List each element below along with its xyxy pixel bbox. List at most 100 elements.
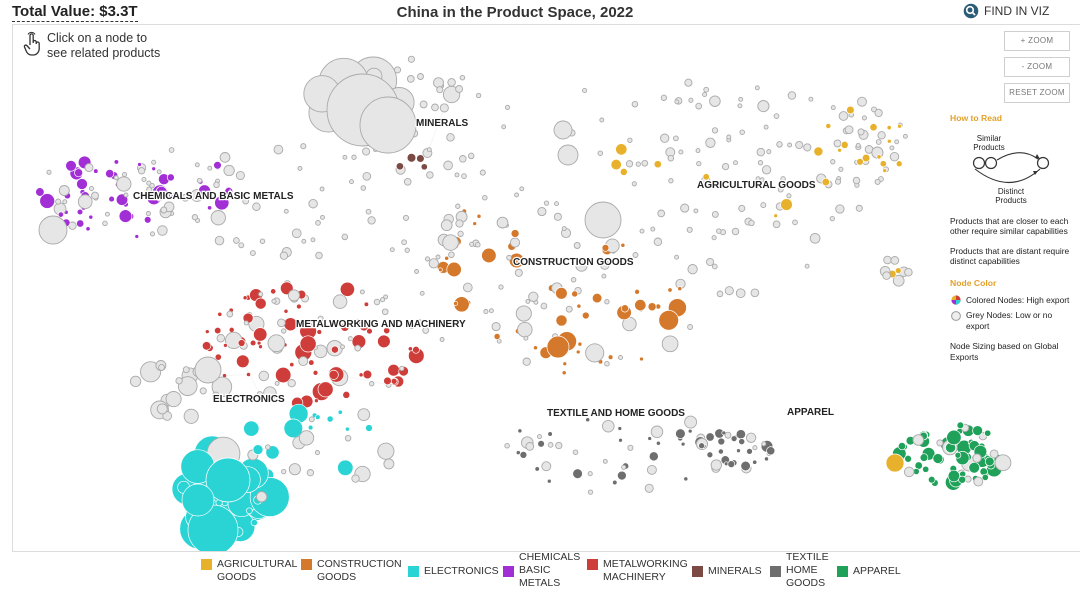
product-node[interactable] — [498, 284, 504, 290]
product-node[interactable] — [113, 175, 119, 181]
product-node[interactable] — [416, 154, 425, 163]
product-node[interactable] — [137, 162, 142, 167]
product-node[interactable] — [710, 459, 722, 471]
product-node[interactable] — [660, 133, 670, 143]
product-node[interactable] — [482, 194, 488, 201]
reset-zoom-button[interactable]: RESET ZOOM — [1004, 83, 1070, 103]
product-node[interactable] — [617, 470, 627, 481]
product-node[interactable] — [927, 475, 936, 484]
product-node[interactable] — [105, 169, 115, 179]
product-node[interactable] — [416, 318, 422, 325]
product-space-viz[interactable]: MINERALS CHEMICALS AND BASIC METALS AGRICU… — [12, 24, 1080, 552]
legend-item-textile[interactable]: TEXTILE HOME GOODS — [770, 551, 829, 590]
product-node[interactable] — [431, 103, 439, 112]
product-node[interactable] — [621, 464, 627, 470]
product-node[interactable] — [615, 143, 628, 156]
product-node[interactable] — [547, 431, 553, 437]
product-node[interactable] — [587, 471, 593, 477]
product-node[interactable] — [118, 209, 133, 223]
product-node[interactable] — [674, 99, 680, 105]
product-node[interactable] — [390, 377, 398, 385]
product-node[interactable] — [724, 286, 734, 296]
product-node[interactable] — [602, 458, 608, 464]
product-node[interactable] — [326, 415, 334, 423]
product-node[interactable] — [738, 438, 746, 446]
product-node[interactable] — [726, 134, 732, 140]
product-node[interactable] — [381, 308, 389, 316]
product-node[interactable] — [537, 434, 542, 440]
product-node[interactable] — [288, 463, 301, 476]
product-node[interactable] — [756, 147, 766, 157]
product-node[interactable] — [258, 344, 263, 350]
product-node[interactable] — [647, 302, 657, 312]
product-node[interactable] — [738, 96, 744, 102]
product-node[interactable] — [453, 300, 459, 306]
product-node[interactable] — [283, 208, 289, 214]
product-node[interactable] — [610, 158, 622, 171]
legend-item-metalworking[interactable]: METALWORKING MACHINERY — [587, 558, 688, 584]
product-node[interactable] — [419, 290, 425, 296]
product-node[interactable] — [308, 198, 318, 209]
product-node[interactable] — [809, 232, 821, 244]
product-node[interactable] — [523, 335, 529, 341]
product-node[interactable] — [620, 304, 629, 313]
product-node[interactable] — [984, 429, 992, 437]
product-node[interactable] — [787, 142, 793, 148]
product-node[interactable] — [667, 154, 675, 162]
product-node[interactable] — [761, 165, 772, 175]
product-node[interactable] — [705, 432, 715, 442]
product-node[interactable] — [501, 124, 507, 130]
product-node[interactable] — [528, 291, 539, 302]
product-node[interactable] — [786, 193, 792, 199]
product-node[interactable] — [214, 326, 222, 335]
product-node[interactable] — [625, 160, 634, 168]
product-node[interactable] — [808, 96, 814, 102]
product-node[interactable] — [359, 289, 365, 295]
product-node[interactable] — [337, 459, 354, 476]
product-node[interactable] — [562, 361, 568, 367]
product-node[interactable] — [146, 180, 152, 186]
product-node[interactable] — [168, 147, 175, 153]
product-node[interactable] — [627, 137, 633, 143]
product-node[interactable] — [339, 281, 355, 297]
product-node[interactable] — [599, 117, 605, 123]
product-node[interactable] — [635, 161, 641, 167]
product-node[interactable] — [892, 274, 905, 287]
product-node[interactable] — [755, 176, 761, 182]
product-node[interactable] — [546, 335, 570, 359]
product-node[interactable] — [446, 133, 455, 142]
product-node[interactable] — [705, 137, 716, 148]
product-node[interactable] — [711, 263, 718, 270]
product-node[interactable] — [716, 290, 724, 298]
product-node[interactable] — [855, 142, 861, 148]
product-node[interactable] — [607, 354, 614, 360]
product-node[interactable] — [330, 345, 339, 354]
product-node[interactable] — [897, 123, 902, 129]
product-node[interactable] — [217, 311, 223, 317]
product-node[interactable] — [438, 267, 443, 273]
product-node[interactable] — [493, 333, 501, 340]
product-node[interactable] — [91, 191, 99, 200]
product-node[interactable] — [890, 256, 900, 265]
product-node[interactable] — [447, 78, 456, 87]
product-node[interactable] — [519, 451, 528, 459]
product-node[interactable] — [688, 97, 694, 103]
product-node[interactable] — [320, 214, 325, 220]
product-node[interactable] — [256, 391, 264, 398]
product-node[interactable] — [57, 211, 64, 218]
product-node[interactable] — [717, 437, 726, 446]
product-node[interactable] — [181, 483, 215, 517]
product-node[interactable] — [727, 460, 736, 468]
product-node[interactable] — [641, 159, 649, 167]
product-node[interactable] — [647, 436, 653, 441]
product-node[interactable] — [281, 328, 287, 334]
product-node[interactable] — [123, 192, 129, 198]
product-node[interactable] — [446, 261, 462, 278]
product-node[interactable] — [35, 187, 45, 197]
product-node[interactable] — [972, 453, 982, 463]
product-node[interactable] — [455, 219, 464, 228]
product-node[interactable] — [667, 287, 673, 293]
product-node[interactable] — [129, 375, 142, 388]
legend-item-electronics[interactable]: ELECTRONICS — [408, 565, 499, 578]
product-node[interactable] — [279, 251, 289, 260]
